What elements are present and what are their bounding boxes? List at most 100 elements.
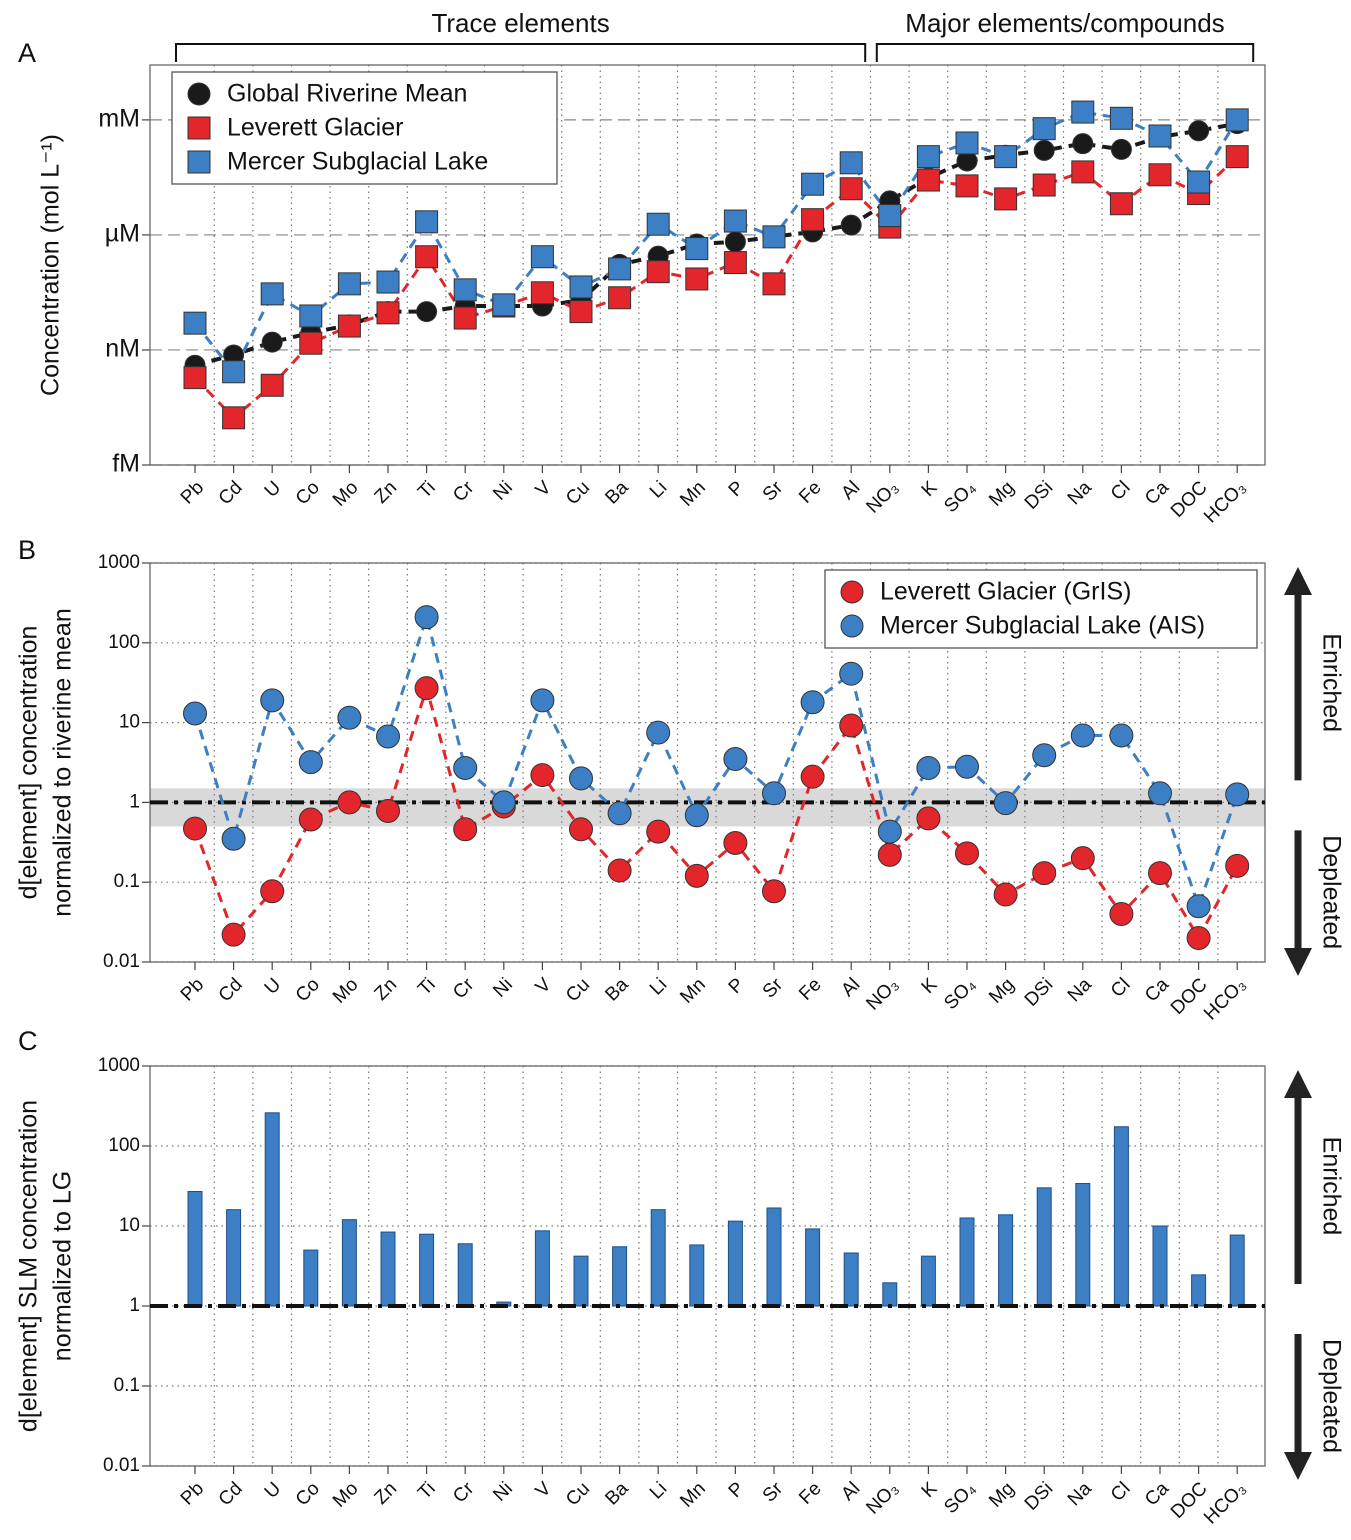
legend-label: Global Riverine Mean <box>227 80 467 108</box>
marker <box>183 311 207 335</box>
marker <box>800 764 825 789</box>
marker <box>453 306 477 330</box>
x-tick-label: Mg <box>985 1478 1019 1512</box>
side-label: Depleated <box>1317 835 1345 949</box>
y-tick-label: 1 <box>129 1295 140 1316</box>
marker <box>530 245 554 269</box>
legend-label: Leverett Glacier <box>227 114 403 142</box>
marker <box>569 817 593 842</box>
x-tick-label: Pb <box>177 477 208 508</box>
x-tick-label: Ti <box>414 974 440 1000</box>
x-tick-label: V <box>532 477 556 501</box>
marker <box>762 272 786 296</box>
y-tick-label: 1 <box>129 791 140 812</box>
x-tick-label: Cr <box>449 477 479 507</box>
marker <box>801 172 825 196</box>
x-tick-label: Cu <box>562 974 594 1006</box>
marker <box>1109 192 1133 216</box>
marker <box>801 208 825 232</box>
x-tick-label: DSi <box>1021 974 1058 1011</box>
x-tick-label: Mn <box>676 1478 710 1512</box>
side-label: Enriched <box>1317 1137 1345 1236</box>
marker <box>723 251 747 275</box>
x-tick-label: Cd <box>215 1478 247 1510</box>
y-tick-label: fM <box>112 450 140 478</box>
marker <box>1071 100 1095 124</box>
x-tick-label: U <box>261 477 286 502</box>
bar <box>1191 1274 1207 1307</box>
marker <box>222 406 246 430</box>
legend-marker <box>187 116 211 140</box>
marker <box>1225 782 1250 807</box>
marker <box>1032 173 1056 197</box>
legend-box <box>171 71 558 185</box>
marker <box>955 131 979 155</box>
x-tick-label: K <box>918 1478 942 1502</box>
marker <box>1110 138 1132 160</box>
marker <box>492 293 516 317</box>
marker <box>1032 861 1057 886</box>
marker <box>994 187 1018 211</box>
x-tick-label: SO₄ <box>940 1478 980 1518</box>
marker <box>337 705 362 730</box>
bar <box>187 1190 203 1307</box>
marker <box>762 879 786 904</box>
x-tick-label: SO₄ <box>940 974 980 1014</box>
marker <box>569 300 593 324</box>
x-tick-label: Ba <box>601 1478 633 1510</box>
x-tick-label: V <box>532 974 556 998</box>
x-tick-label: DSi <box>1021 477 1058 514</box>
legend-marker <box>187 150 211 174</box>
x-tick-label: Pb <box>177 974 208 1005</box>
marker <box>260 688 285 713</box>
x-tick-label: Cl <box>1107 477 1135 505</box>
bar <box>341 1219 357 1307</box>
bar <box>689 1244 705 1307</box>
legend-label: Mercer Subglacial Lake (AIS) <box>880 612 1205 640</box>
x-tick-label: Cd <box>215 477 247 509</box>
marker <box>222 360 246 384</box>
x-tick-label: Ti <box>414 1478 440 1504</box>
marker <box>839 177 863 201</box>
x-tick-label: Ni <box>489 1478 517 1506</box>
marker <box>337 790 362 815</box>
x-tick-label: Na <box>1064 974 1096 1006</box>
marker <box>337 314 361 338</box>
legend-label: Mercer Subglacial Lake <box>227 148 488 176</box>
bar <box>1075 1182 1091 1307</box>
marker <box>414 676 439 701</box>
marker <box>298 750 323 775</box>
marker <box>376 270 400 294</box>
marker <box>1186 894 1211 919</box>
plot-frame <box>149 562 1266 963</box>
marker <box>260 282 284 306</box>
bar <box>920 1255 936 1307</box>
marker <box>994 145 1018 169</box>
x-tick-label: Co <box>292 1478 324 1510</box>
marker <box>762 225 786 249</box>
marker <box>376 724 400 749</box>
x-tick-label: P <box>725 477 749 501</box>
x-tick-label: Mo <box>329 477 363 511</box>
x-tick-label: Na <box>1064 477 1096 509</box>
marker <box>607 801 632 826</box>
x-tick-label: Fe <box>795 974 826 1005</box>
marker <box>299 304 323 328</box>
marker <box>993 791 1018 816</box>
bar <box>882 1282 898 1307</box>
marker <box>414 605 439 630</box>
x-tick-label: Mg <box>985 477 1019 511</box>
y-axis-label: d[element] concentration <box>15 626 43 900</box>
bar <box>303 1249 319 1307</box>
bar <box>998 1214 1014 1307</box>
marker <box>1187 170 1211 194</box>
marker <box>646 212 670 236</box>
x-tick-label: K <box>918 974 942 998</box>
x-tick-label: NO₃ <box>862 477 902 517</box>
x-tick-label: U <box>261 974 286 999</box>
marker <box>916 145 940 169</box>
bar <box>1113 1126 1129 1307</box>
x-tick-label: Cr <box>449 974 479 1004</box>
